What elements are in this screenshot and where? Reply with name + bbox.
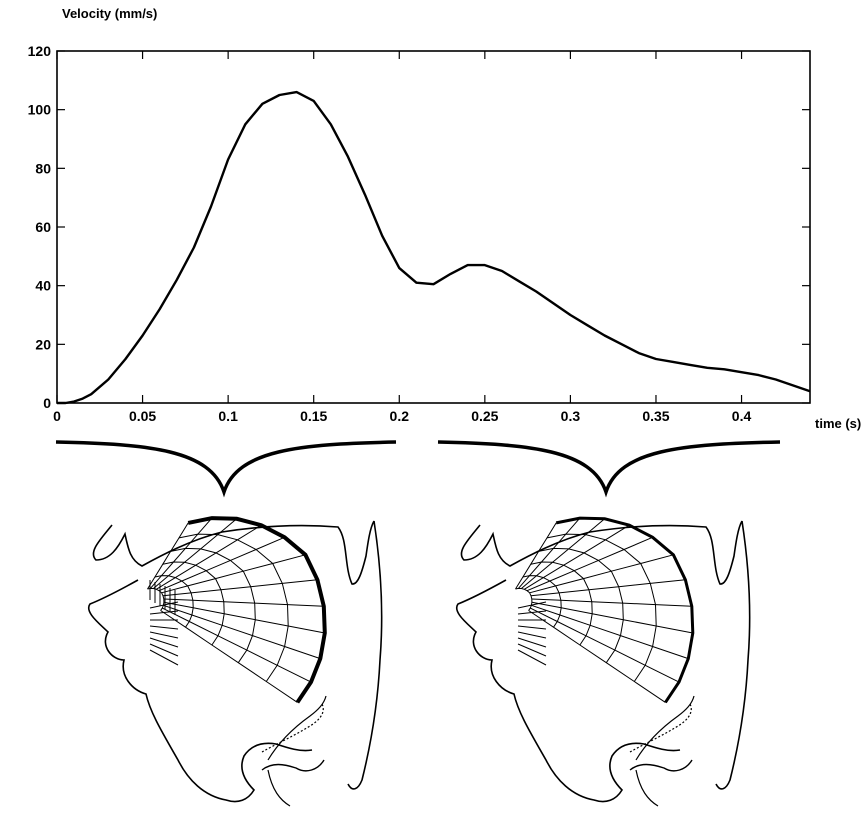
- mesh-spoke: [530, 579, 686, 597]
- y-axis-title: Velocity (mm/s): [62, 6, 157, 21]
- y-tick-label: 80: [35, 160, 51, 176]
- x-ticks: 0 0.05 0.1 0.15 0.2 0.25 0.3 0.35 0.4: [53, 51, 751, 424]
- y-tick-label: 0: [43, 395, 51, 411]
- plot-frame: [56, 50, 811, 404]
- mesh-spoke: [531, 604, 689, 660]
- mesh-fan: [517, 601, 547, 609]
- mesh-ring: [162, 561, 225, 646]
- tongue-mesh-panel-left: [87, 516, 383, 807]
- x-tick-label: 0.05: [129, 408, 156, 424]
- mesh-ring: [522, 575, 562, 628]
- mesh-fan: [149, 625, 179, 630]
- lip-outline: [87, 579, 313, 803]
- x-tick-label: 0.2: [390, 408, 410, 424]
- mesh-fan: [149, 649, 179, 666]
- epiglottis-outline: [267, 695, 327, 807]
- mesh-spoke: [531, 601, 693, 634]
- mesh-fan: [149, 610, 179, 615]
- x-axis-title: time (s): [815, 416, 861, 431]
- mesh-spoke: [524, 524, 630, 590]
- mesh-fan: [517, 631, 547, 639]
- mesh-spoke: [515, 522, 557, 590]
- mesh-spoke: [147, 522, 189, 590]
- mesh-spoke: [518, 517, 581, 589]
- tongue-mesh-panel-right: [455, 516, 751, 807]
- x-tick-label: 0.4: [732, 408, 752, 424]
- mesh-ring: [170, 547, 256, 663]
- mesh-spoke: [160, 610, 298, 703]
- hyoid-dotted: [629, 703, 692, 753]
- lower-lip-outline: [261, 759, 325, 772]
- mesh-spoke: [161, 554, 306, 594]
- mesh-fan: [517, 649, 547, 666]
- mesh-ring: [187, 516, 327, 704]
- mesh-fan: [149, 643, 179, 657]
- mesh-ring: [530, 561, 593, 646]
- mesh-spoke: [163, 601, 325, 634]
- mesh-spoke: [529, 554, 674, 594]
- mesh-ring: [515, 587, 533, 611]
- mesh-spoke: [162, 607, 312, 683]
- y-tick-label: 20: [35, 336, 51, 352]
- mesh-spoke: [156, 524, 262, 590]
- mesh-ring: [538, 547, 624, 663]
- y-tick-label: 100: [28, 102, 52, 118]
- mesh-ring: [178, 533, 289, 682]
- lower-lip-outline: [629, 759, 693, 772]
- epiglottis-outline: [635, 695, 695, 807]
- lip-outline: [455, 579, 681, 803]
- x-tick-label: 0.25: [471, 408, 498, 424]
- y-ticks: 0 20 40 60 80 100 120: [28, 43, 810, 411]
- palate-outline: [460, 520, 743, 585]
- y-tick-label: 120: [28, 43, 52, 59]
- mesh-fan: [517, 610, 547, 615]
- y-tick-label: 60: [35, 219, 51, 235]
- mesh-fan: [517, 637, 547, 648]
- velocity-line: [57, 90, 811, 405]
- mesh-spoke: [153, 518, 238, 589]
- mesh-fan: [517, 643, 547, 657]
- jaw-outline: [347, 520, 383, 790]
- mesh-ring: [555, 516, 695, 704]
- mesh-spoke: [528, 610, 666, 703]
- mesh-ring: [147, 587, 165, 611]
- mesh-spoke: [158, 536, 285, 592]
- mesh-ring: [546, 533, 657, 682]
- tongue-mesh: [515, 516, 695, 704]
- x-tick-label: 0.15: [300, 408, 327, 424]
- mesh-spoke: [521, 518, 606, 589]
- bracket-right: [437, 440, 781, 498]
- bracket-left: [55, 440, 397, 498]
- mesh-spoke: [163, 598, 324, 607]
- mesh-fan: [517, 625, 547, 630]
- mesh-fan: [149, 637, 179, 648]
- palate-outline: [92, 520, 375, 585]
- mesh-spoke: [530, 607, 680, 683]
- mesh-ring: [154, 575, 194, 628]
- x-tick-label: 0.3: [561, 408, 581, 424]
- mesh-spoke: [163, 604, 321, 660]
- mesh-spoke: [162, 579, 318, 597]
- mesh-spoke: [531, 598, 692, 607]
- x-tick-label: 0: [53, 408, 61, 424]
- chart: Velocity (mm/s) 0 20 40 60 80 100 120 0 0.05 0.1…: [28, 6, 862, 431]
- mesh-spoke: [526, 536, 653, 592]
- y-tick-label: 40: [35, 278, 51, 294]
- x-tick-label: 0.35: [642, 408, 669, 424]
- mesh-spoke: [150, 517, 213, 589]
- x-tick-label: 0.1: [218, 408, 238, 424]
- hyoid-dotted: [261, 703, 324, 753]
- mesh-fan: [149, 601, 179, 609]
- tongue-mesh: [147, 516, 327, 704]
- mesh-fan: [149, 631, 179, 639]
- jaw-outline: [715, 520, 751, 790]
